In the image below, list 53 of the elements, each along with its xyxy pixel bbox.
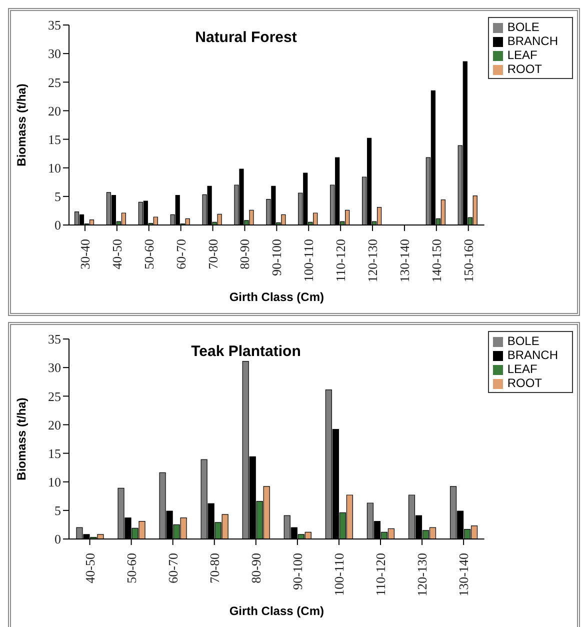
y-tick-label: 25 — [48, 388, 61, 404]
y-tick-label: 10 — [48, 160, 61, 176]
y-axis-title: Biomass (t/ha) — [14, 398, 28, 480]
x-tick-label: 120-130 — [365, 239, 380, 282]
x-tick-label: 120-130 — [414, 553, 430, 596]
x-tick-label: 130-140 — [456, 553, 472, 596]
legend-label: BRANCH — [507, 34, 558, 48]
y-tick-label: 5 — [54, 189, 61, 204]
x-tick-label: 80-90 — [248, 553, 264, 584]
legend-label: BOLE — [507, 20, 540, 34]
x-tick-label: 110-120 — [372, 553, 388, 596]
y-tick-label: 30 — [48, 360, 61, 376]
x-tick-label: 40-50 — [82, 553, 98, 584]
x-tick-label: 90-100 — [290, 553, 305, 590]
y-tick-label: 0 — [54, 532, 61, 547]
y-tick-label: 35 — [48, 332, 61, 347]
x-tick-label: 60-70 — [173, 239, 188, 270]
x-tick-label: 100-110 — [301, 239, 316, 282]
x-tick-label: 80-90 — [237, 239, 252, 270]
x-tick-label: 130-140 — [396, 239, 412, 282]
y-tick-label: 15 — [48, 446, 61, 461]
y-tick-label: 5 — [54, 503, 61, 518]
x-tick-label: 140-150 — [428, 239, 444, 282]
y-tick-label: 35 — [48, 18, 61, 33]
legend-label: ROOT — [507, 376, 542, 390]
x-tick-label: 70-80 — [205, 239, 220, 270]
legend-label: BOLE — [507, 334, 540, 348]
y-tick-label: 20 — [48, 103, 61, 118]
x-axis-title: Girth Class (Cm) — [229, 290, 324, 304]
x-tick-label: 50-60 — [124, 553, 139, 584]
y-tick-label: 20 — [48, 417, 61, 432]
x-tick-label: 50-60 — [141, 239, 156, 270]
x-tick-label: 110-120 — [333, 239, 348, 282]
x-tick-label: 30-40 — [77, 239, 92, 270]
y-axis-title: Biomass (t/ha) — [14, 84, 28, 166]
y-tick-label: 15 — [48, 132, 61, 147]
x-tick-label: 70-80 — [206, 553, 222, 584]
x-tick-label: 90-100 — [269, 239, 284, 276]
x-tick-label: 150-160 — [460, 239, 476, 282]
chart-title: Natural Forest — [195, 29, 297, 46]
x-tick-label: 60-70 — [165, 553, 180, 584]
legend-label: LEAF — [507, 48, 538, 62]
legend-label: ROOT — [507, 62, 542, 76]
x-tick-label: 100-110 — [331, 553, 346, 596]
legend-label: LEAF — [507, 362, 538, 376]
y-tick-label: 30 — [48, 46, 61, 62]
x-axis-title: Girth Class (Cm) — [229, 604, 324, 618]
y-tick-label: 25 — [48, 74, 61, 90]
chart-title: Teak Plantation — [191, 343, 301, 360]
y-tick-label: 10 — [48, 474, 61, 490]
legend-label: BRANCH — [507, 348, 558, 362]
y-tick-label: 0 — [54, 218, 61, 233]
x-tick-label: 40-50 — [109, 239, 124, 270]
